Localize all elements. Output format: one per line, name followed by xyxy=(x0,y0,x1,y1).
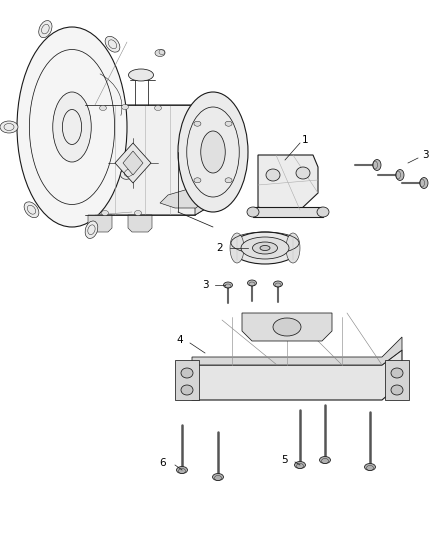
Ellipse shape xyxy=(155,50,165,56)
Ellipse shape xyxy=(178,92,248,212)
Ellipse shape xyxy=(420,177,428,189)
Polygon shape xyxy=(258,155,318,213)
Polygon shape xyxy=(253,207,323,217)
Ellipse shape xyxy=(194,121,201,126)
Ellipse shape xyxy=(391,368,403,378)
Ellipse shape xyxy=(177,466,187,473)
Ellipse shape xyxy=(102,211,109,215)
Ellipse shape xyxy=(391,385,403,395)
Ellipse shape xyxy=(241,237,289,259)
Ellipse shape xyxy=(134,211,141,215)
Ellipse shape xyxy=(294,462,305,469)
Polygon shape xyxy=(123,151,143,175)
Ellipse shape xyxy=(128,69,153,81)
Ellipse shape xyxy=(266,169,280,181)
Ellipse shape xyxy=(212,473,223,481)
Ellipse shape xyxy=(105,36,120,52)
Ellipse shape xyxy=(273,281,283,287)
Polygon shape xyxy=(385,360,409,400)
Text: 5: 5 xyxy=(282,455,288,465)
Polygon shape xyxy=(195,105,220,215)
Ellipse shape xyxy=(223,282,233,288)
Text: 1: 1 xyxy=(302,135,308,145)
Ellipse shape xyxy=(273,318,301,336)
Ellipse shape xyxy=(286,233,300,263)
Polygon shape xyxy=(115,143,151,183)
Ellipse shape xyxy=(247,280,257,286)
Polygon shape xyxy=(160,160,215,208)
Ellipse shape xyxy=(194,178,201,183)
Ellipse shape xyxy=(225,121,232,126)
Polygon shape xyxy=(242,313,332,341)
Ellipse shape xyxy=(85,221,98,238)
Ellipse shape xyxy=(99,106,106,110)
Ellipse shape xyxy=(296,167,310,179)
Text: 3: 3 xyxy=(422,150,428,160)
Ellipse shape xyxy=(252,242,278,254)
Ellipse shape xyxy=(231,232,299,264)
Ellipse shape xyxy=(121,104,128,109)
Text: 3: 3 xyxy=(201,280,208,290)
Ellipse shape xyxy=(181,385,193,395)
Ellipse shape xyxy=(120,166,138,179)
Ellipse shape xyxy=(396,169,404,181)
Polygon shape xyxy=(187,350,402,400)
Ellipse shape xyxy=(230,233,244,263)
Text: 6: 6 xyxy=(160,458,166,468)
Polygon shape xyxy=(175,360,199,400)
Polygon shape xyxy=(85,105,220,215)
Text: 4: 4 xyxy=(177,335,184,345)
Ellipse shape xyxy=(201,131,225,173)
Polygon shape xyxy=(192,337,402,365)
Ellipse shape xyxy=(39,21,52,38)
Text: 2: 2 xyxy=(217,243,223,253)
Ellipse shape xyxy=(260,246,270,251)
Ellipse shape xyxy=(373,159,381,171)
Polygon shape xyxy=(88,215,112,232)
Ellipse shape xyxy=(364,464,375,471)
Ellipse shape xyxy=(225,178,232,183)
Ellipse shape xyxy=(155,106,162,110)
Ellipse shape xyxy=(53,92,91,162)
Ellipse shape xyxy=(317,207,329,217)
Ellipse shape xyxy=(0,121,18,133)
Ellipse shape xyxy=(319,456,331,464)
Ellipse shape xyxy=(24,202,39,217)
Ellipse shape xyxy=(247,207,259,217)
Polygon shape xyxy=(128,215,152,232)
Ellipse shape xyxy=(181,368,193,378)
Ellipse shape xyxy=(17,27,127,227)
